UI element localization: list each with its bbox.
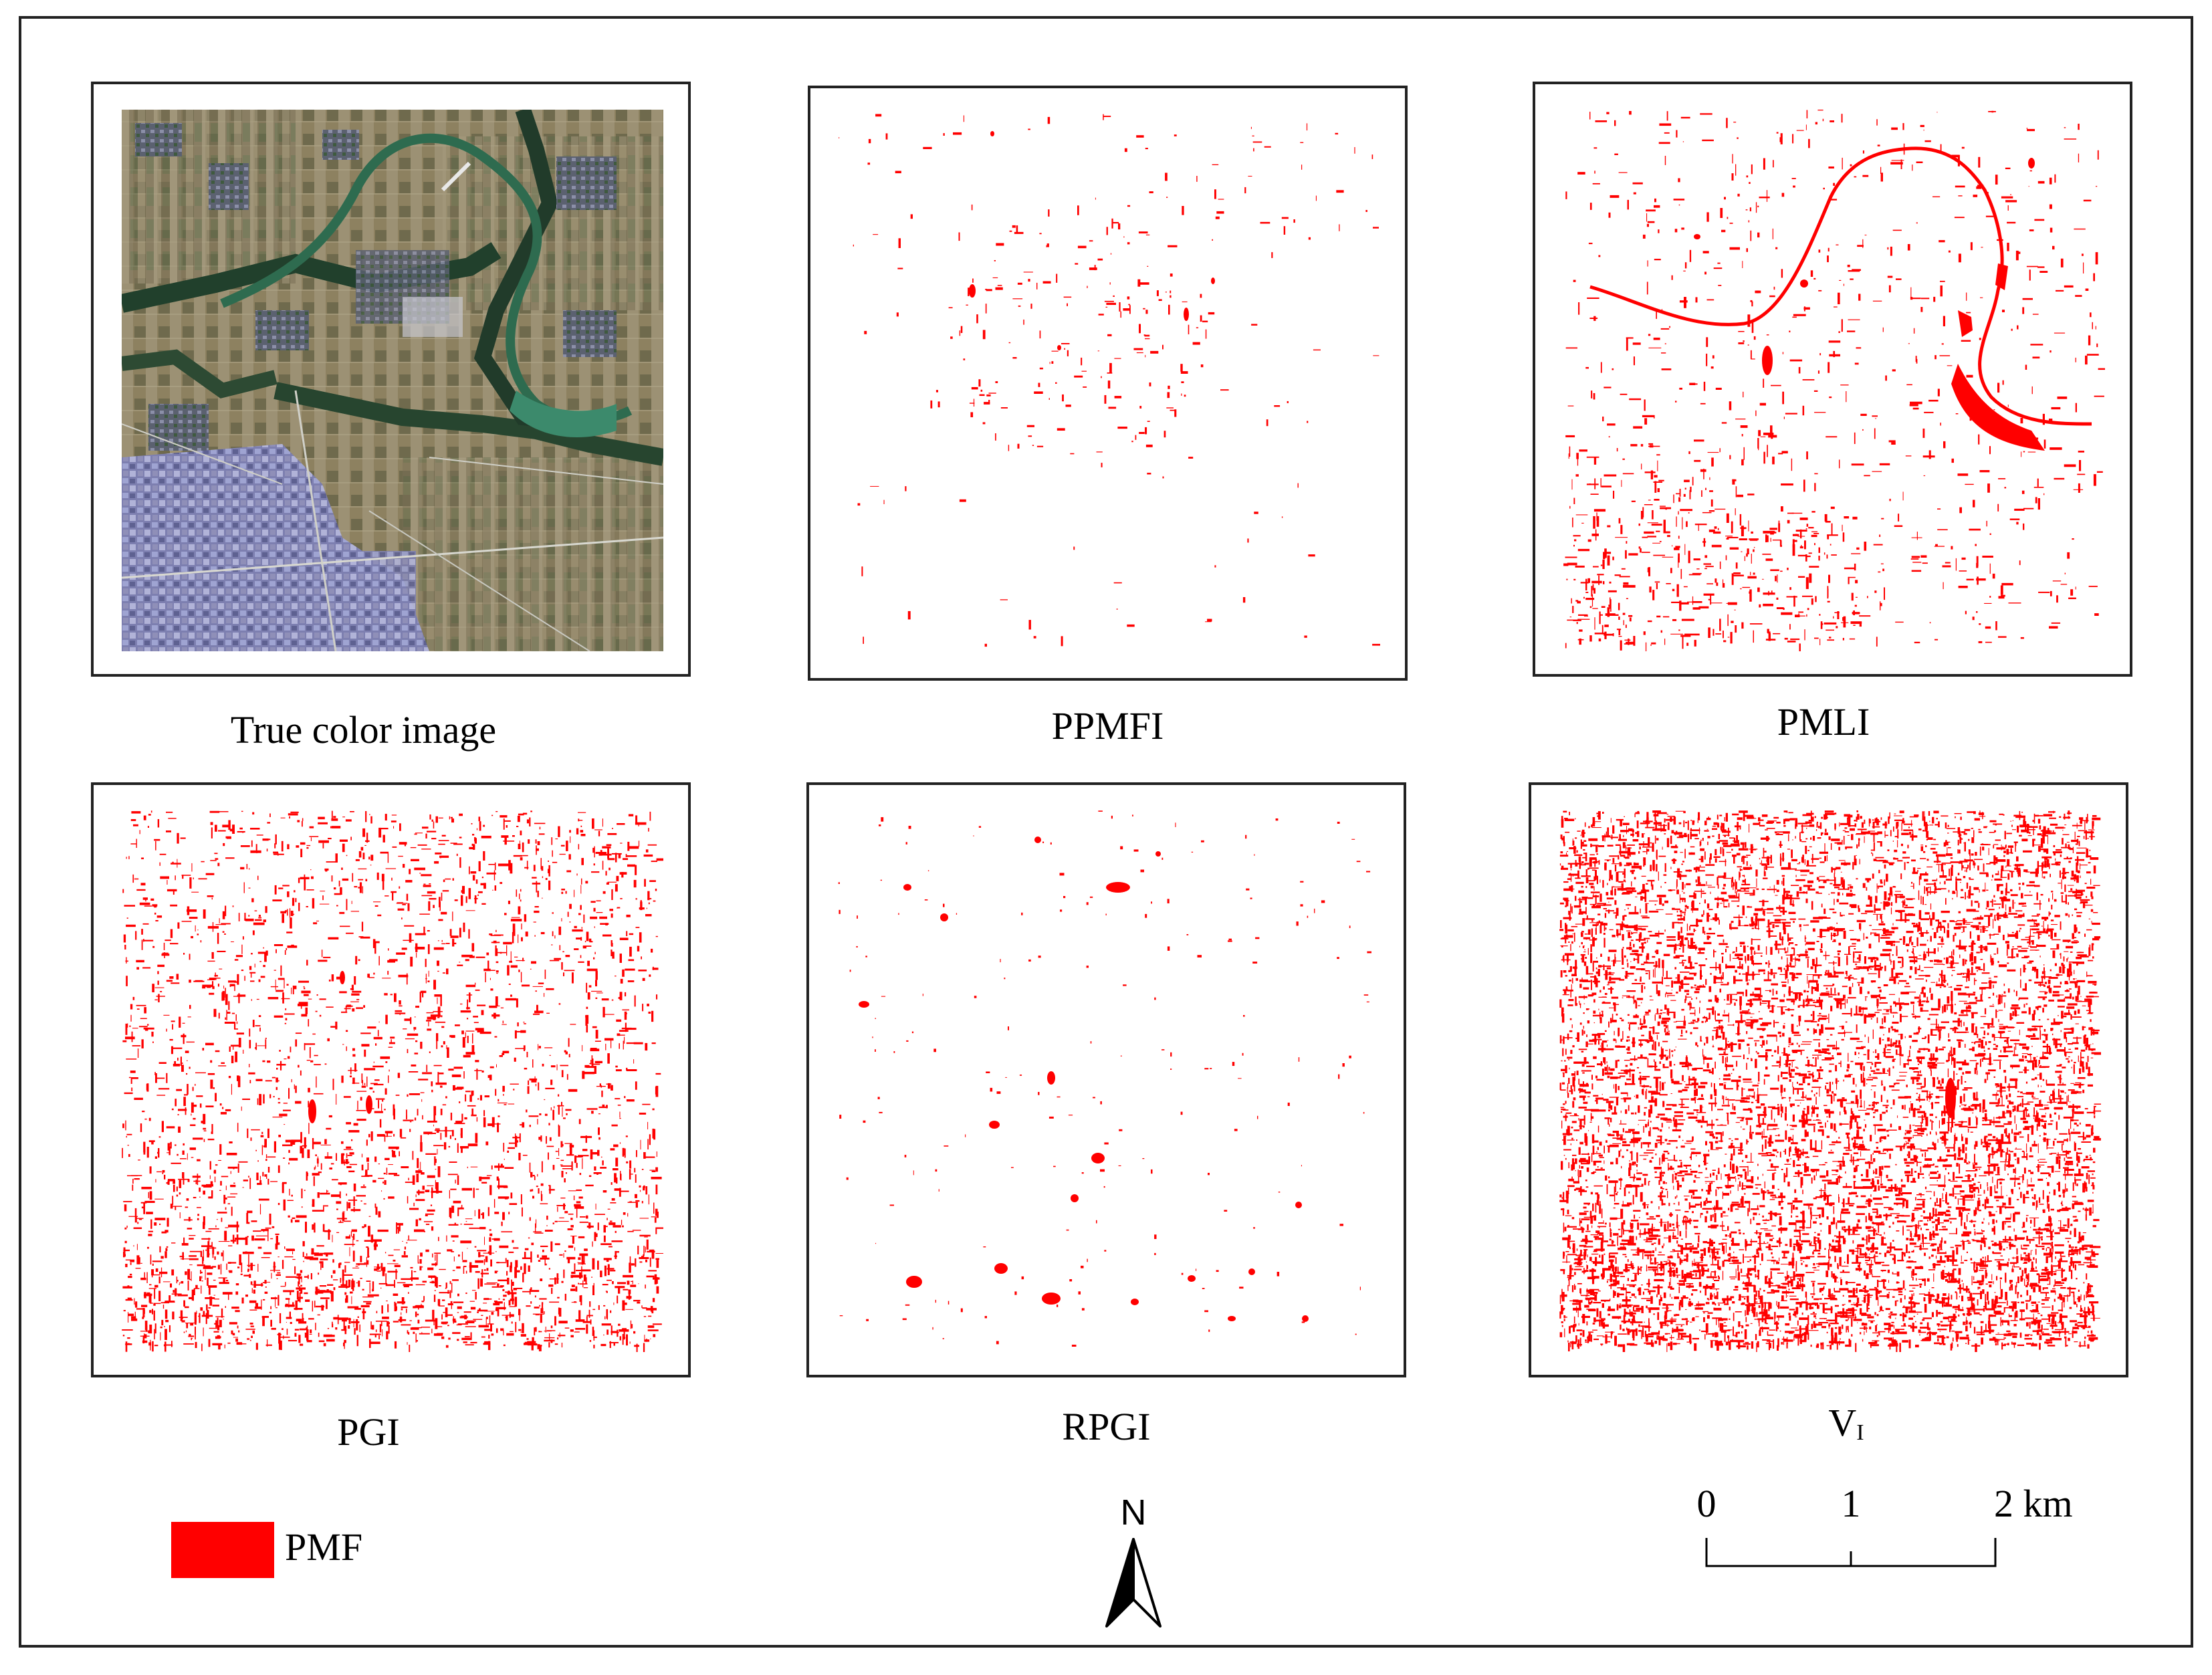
pmf-speckle-group [1559, 810, 2101, 1352]
caption-vi-main: V [1828, 1401, 1857, 1444]
scale-bar: 0 1 2 km [1697, 1482, 2073, 1567]
pmf-speckle-group [839, 114, 1380, 647]
ppmfi-panel [808, 86, 1408, 681]
caption-true-color-image: True color image [230, 708, 497, 752]
ppmfi-pmf-map [839, 114, 1380, 647]
pmli-panel [1533, 82, 2132, 677]
scale-bar-line [1705, 1538, 1997, 1567]
pmf-speckle-group [1563, 110, 2105, 651]
pgi-panel [91, 782, 691, 1377]
caption-pmli: PMLI [1777, 700, 1870, 744]
true-color-satellite-image [122, 110, 663, 651]
north-arrow-icon: N [1105, 1492, 1162, 1628]
caption-pgi: PGI [337, 1410, 400, 1454]
pgi-pmf-map [122, 810, 663, 1352]
vi-panel [1529, 782, 2128, 1377]
pmf-speckle-group [838, 810, 1371, 1347]
legend-pmf-label: PMF [285, 1525, 363, 1569]
caption-ppmfi: PPMFI [1051, 704, 1164, 748]
pmf-speckle-group [122, 810, 663, 1352]
caption-rpgi: RPGI [1062, 1405, 1151, 1448]
caption-vi-subscript: I [1856, 1420, 1864, 1445]
vi-pmf-map [1559, 810, 2101, 1352]
figure-frame [19, 16, 2193, 1648]
true-color-image-panel [91, 82, 691, 677]
scale-tick-0: 0 [1697, 1482, 1717, 1525]
north-arrow-label: N [1121, 1492, 1147, 1533]
scale-tick-2: 2 km [1994, 1482, 2073, 1525]
rpgi-panel [806, 782, 1406, 1377]
pmli-pmf-map [1563, 110, 2105, 651]
caption-vi: VI [1529, 1400, 2164, 1446]
rpgi-pmf-map [838, 810, 1371, 1347]
legend-pmf-swatch [171, 1522, 274, 1578]
scale-tick-1: 1 [1842, 1482, 1861, 1525]
